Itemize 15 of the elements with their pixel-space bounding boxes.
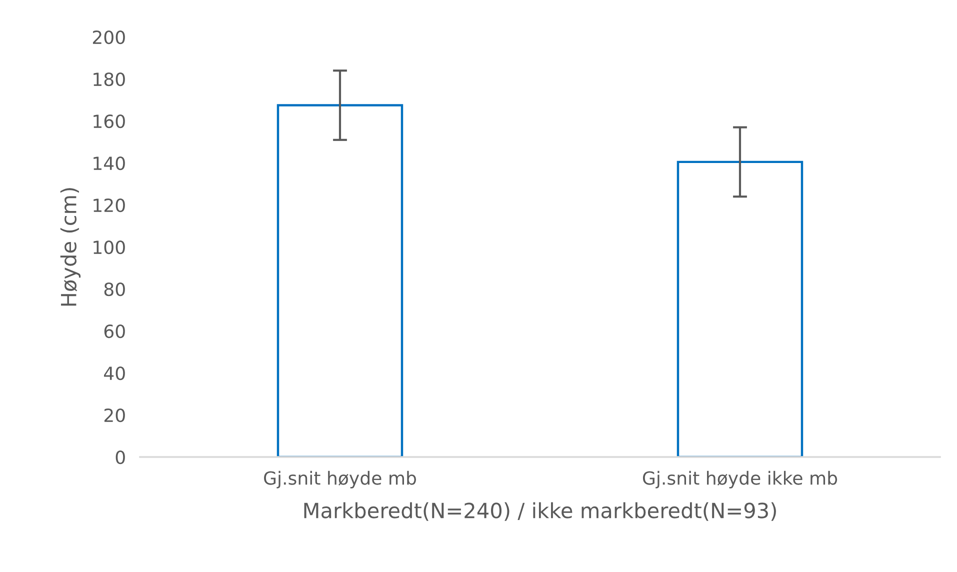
x-tick-label: Gj.snit høyde ikke mb (642, 470, 838, 488)
y-tick-label: 120 (94, 198, 125, 212)
y-tick-label: 60 (104, 324, 125, 338)
y-tick-label: 160 (94, 114, 125, 128)
y-tick-label: 140 (94, 156, 125, 170)
y-tick-label: 100 (94, 240, 125, 254)
y-tick-label: 40 (104, 366, 125, 380)
y-tick-label: 0 (116, 450, 125, 464)
x-tick-label: Gj.snit høyde mb (264, 470, 416, 488)
y-axis-title: Høyde (cm) (60, 188, 81, 306)
x-axis-title: Markberedt(N=240) / ikke markberedt(N=93) (304, 502, 776, 521)
y-tick-label: 200 (92, 30, 125, 44)
y-tick-label: 20 (104, 408, 125, 422)
y-tick-label: 180 (94, 72, 125, 86)
y-tick-label: 80 (104, 282, 125, 296)
